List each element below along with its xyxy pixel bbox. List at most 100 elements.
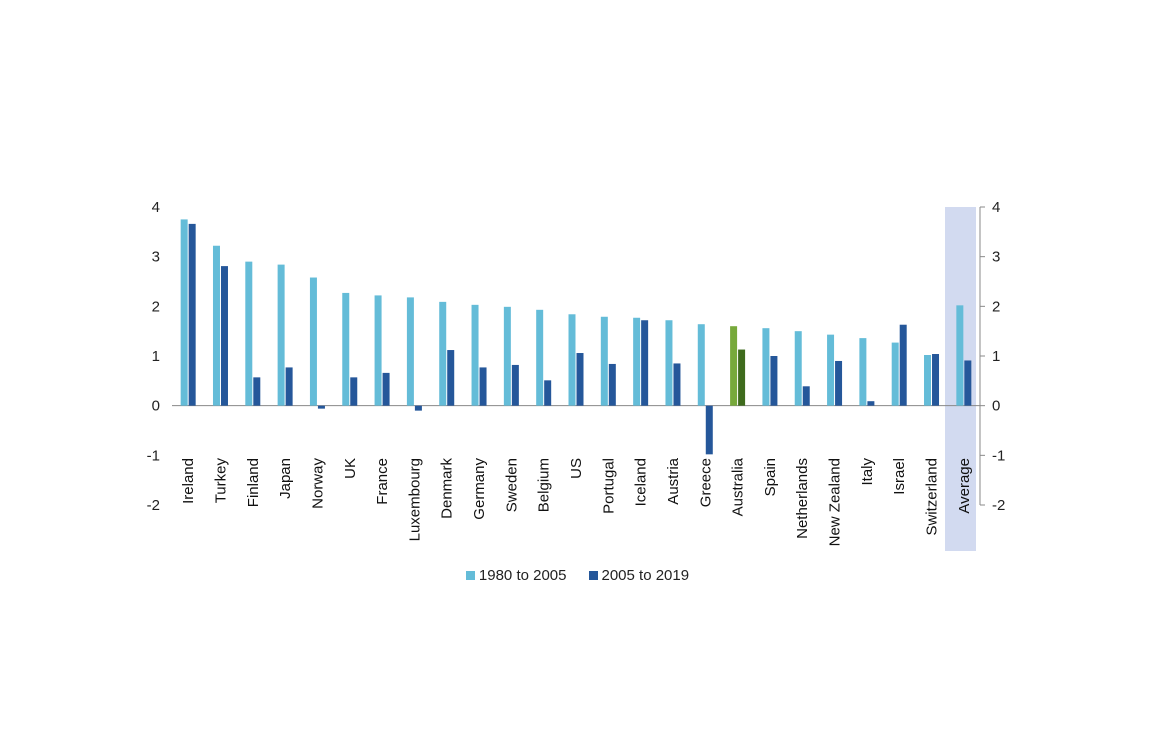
bar-series2	[511, 364, 519, 406]
bar-series1	[309, 277, 317, 406]
x-category-label: UK	[342, 458, 359, 479]
legend-swatch-series1	[465, 571, 475, 580]
y-tick-label: 3	[152, 249, 160, 266]
bar-series1	[665, 320, 673, 406]
bar-series1	[406, 297, 414, 406]
bar-series1	[245, 261, 253, 406]
bar-series2	[350, 377, 358, 406]
x-category-label: Average	[956, 458, 973, 514]
legend-swatch-series2	[588, 571, 598, 580]
x-category-label: Spain	[762, 458, 779, 496]
secondary-y-tick-label: 0	[992, 398, 1000, 415]
secondary-y-tick-label: -1	[992, 447, 1005, 464]
x-category-label: France	[374, 458, 391, 505]
y-tick-label: -2	[147, 497, 160, 514]
x-category-label: Iceland	[633, 458, 650, 506]
axes: 4 3 2 1 0 -1 -2 4 3 2 1 0 -1 -2	[147, 199, 1006, 514]
bar-series2	[317, 405, 325, 409]
secondary-y-tick-label: -2	[992, 497, 1005, 514]
bar-series2	[285, 367, 293, 406]
legend-item-series2: 2005 to 2019	[588, 567, 690, 584]
bar-series1	[277, 264, 285, 406]
bar-series1	[859, 338, 867, 406]
bar-series2	[608, 363, 616, 406]
x-category-label: Turkey	[212, 458, 229, 504]
bar-series2	[738, 349, 746, 406]
bar-series1	[536, 309, 544, 406]
bar-series2	[964, 360, 972, 406]
y-tick-label: 1	[152, 348, 160, 365]
bar-series2	[802, 386, 810, 406]
x-category-label: Japan	[277, 458, 294, 499]
category-labels: Ireland Turkey Finland Japan Norway UK France L…	[180, 457, 973, 546]
bar-series1	[762, 328, 770, 406]
bar-series2	[447, 350, 455, 406]
bar-series2	[382, 372, 390, 406]
bar-series2	[576, 353, 584, 406]
bar-series1	[730, 326, 738, 406]
y-tick-label: 4	[152, 199, 160, 216]
bar-series2	[414, 405, 422, 411]
bar-series2	[220, 266, 228, 406]
x-category-label: Portugal	[600, 458, 617, 514]
bar-series1	[212, 245, 220, 406]
x-category-label: US	[568, 458, 585, 479]
x-category-label: Finland	[245, 458, 262, 507]
secondary-y-tick-label: 4	[992, 199, 1000, 216]
x-category-label: Israel	[891, 458, 908, 495]
x-category-label: Greece	[697, 458, 714, 507]
bars	[180, 219, 972, 455]
bar-series1	[827, 334, 835, 406]
legend-label-series1: 1980 to 2005	[478, 567, 567, 584]
bar-series2	[899, 324, 907, 406]
bar-series2	[544, 380, 552, 406]
x-category-label: Germany	[471, 458, 488, 520]
bar-series2	[770, 356, 778, 406]
y-tick-label: 2	[152, 298, 160, 315]
x-category-label: Italy	[859, 458, 876, 486]
x-category-label: Luxembourg	[406, 458, 423, 541]
bar-series1	[794, 331, 802, 406]
bar-series1	[697, 324, 705, 406]
bar-series2	[188, 223, 196, 406]
y-tick-label: -1	[147, 447, 160, 464]
x-category-label: Australia	[730, 457, 747, 516]
y-tick-label: 0	[152, 398, 160, 415]
bar-series2	[932, 354, 940, 406]
bar-series1	[891, 342, 899, 406]
legend: 1980 to 2005 2005 to 2019	[0, 567, 1155, 584]
x-category-label: Netherlands	[794, 458, 811, 539]
bar-series1	[180, 219, 188, 406]
bar-series1	[600, 316, 608, 406]
x-category-label: Sweden	[503, 458, 520, 512]
secondary-y-tick-label: 2	[992, 298, 1000, 315]
legend-label-series2: 2005 to 2019	[601, 567, 690, 584]
bar-series1	[471, 304, 479, 406]
x-category-label: New Zealand	[827, 458, 844, 546]
x-category-label: Norway	[309, 458, 326, 509]
x-category-label: Austria	[665, 457, 682, 504]
bar-series2	[835, 360, 843, 406]
bar-series1	[342, 292, 350, 406]
legend-item-series1: 1980 to 2005	[465, 567, 567, 584]
bar-series2	[253, 377, 261, 406]
secondary-y-tick-label: 3	[992, 249, 1000, 266]
bar-series2	[641, 320, 649, 406]
bar-series2	[705, 405, 713, 455]
bar-series1	[439, 301, 447, 406]
bar-series1	[956, 305, 964, 406]
x-category-label: Belgium	[536, 458, 553, 512]
bar-series1	[924, 355, 932, 406]
bar-series2	[673, 363, 681, 406]
bar-series1	[568, 314, 576, 406]
bar-series1	[633, 317, 641, 406]
x-category-label: Switzerland	[924, 458, 941, 536]
secondary-y-tick-label: 1	[992, 348, 1000, 365]
x-category-label: Denmark	[439, 458, 456, 519]
bar-series2	[867, 401, 875, 406]
bar-series1	[374, 295, 382, 406]
x-category-label: Ireland	[180, 458, 197, 504]
bar-series2	[479, 367, 487, 406]
bar-series1	[503, 306, 511, 406]
